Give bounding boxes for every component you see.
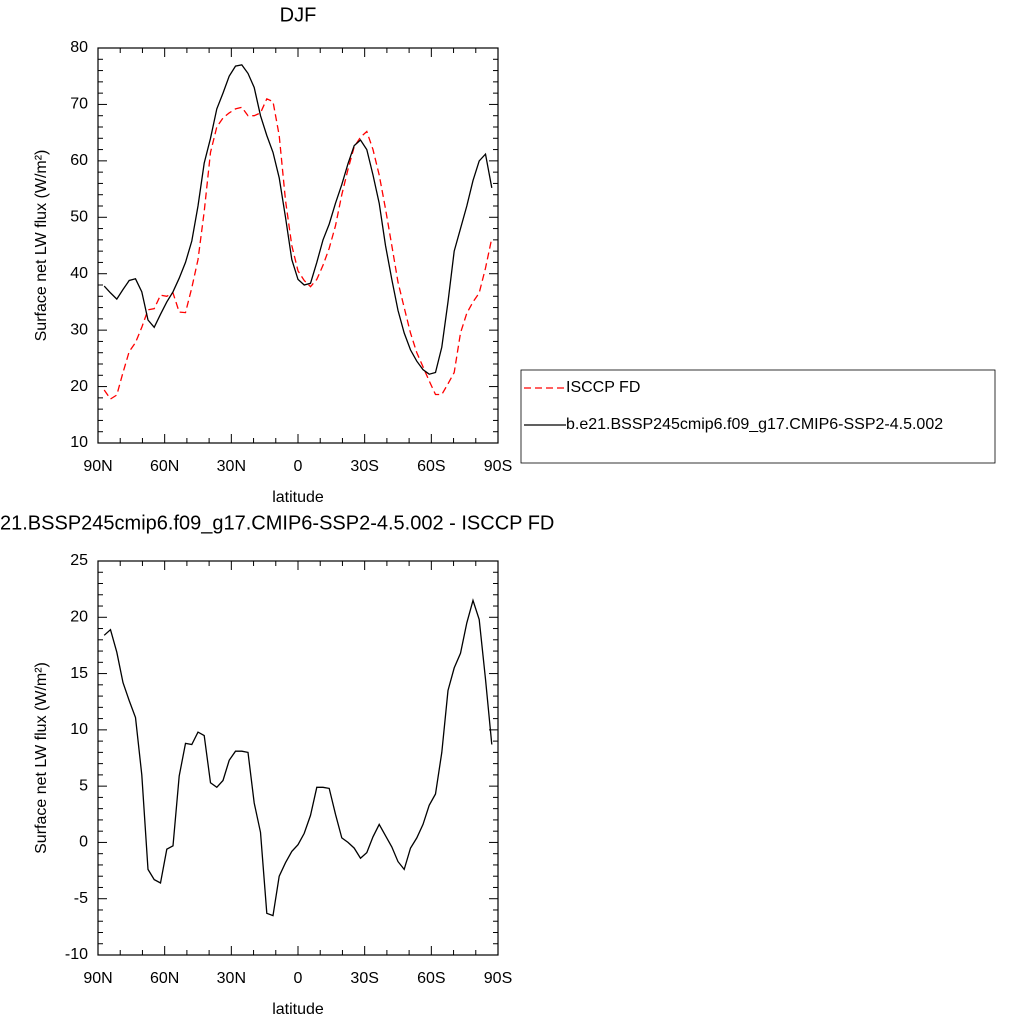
y-tick-label: -10 bbox=[65, 946, 88, 963]
data-line bbox=[103, 598, 493, 917]
x-tick-label: 60N bbox=[150, 970, 179, 987]
y-tick-label: 70 bbox=[70, 96, 88, 113]
x-tick-label: 90N bbox=[83, 458, 112, 475]
chart-title: DJF bbox=[280, 4, 317, 26]
x-axis-label: latitude bbox=[272, 1001, 324, 1018]
y-tick-label: 60 bbox=[70, 152, 88, 169]
plot-frame bbox=[97, 560, 499, 956]
x-tick-label: 90S bbox=[484, 970, 512, 987]
y-axis-label: Surface net LW flux (W/m²) bbox=[33, 150, 50, 342]
x-tick-label: 30N bbox=[217, 970, 246, 987]
y-axis-label: Surface net LW flux (W/m²) bbox=[33, 662, 50, 854]
y-tick-label: 5 bbox=[79, 777, 88, 794]
x-tick-label: 30S bbox=[350, 458, 378, 475]
x-tick-label: 90S bbox=[484, 458, 512, 475]
data-line bbox=[103, 97, 493, 400]
x-tick-label: 0 bbox=[294, 970, 303, 987]
y-tick-label: 25 bbox=[70, 552, 88, 569]
x-axis-label: latitude bbox=[272, 489, 324, 506]
chart-title: 21.BSSP245cmip6.f09_g17.CMIP6-SSP2-4.5.0… bbox=[0, 512, 554, 534]
y-tick-label: 80 bbox=[70, 39, 88, 56]
y-tick-label: 10 bbox=[70, 434, 88, 451]
legend-label: ISCCP FD bbox=[566, 379, 640, 396]
data-line bbox=[103, 64, 493, 375]
x-tick-label: 30S bbox=[350, 970, 378, 987]
y-tick-label: 50 bbox=[70, 209, 88, 226]
x-tick-label: 0 bbox=[294, 458, 303, 475]
x-tick-label: 30N bbox=[217, 458, 246, 475]
plot-frame bbox=[97, 47, 499, 444]
y-tick-label: 10 bbox=[70, 721, 88, 738]
y-tick-label: 30 bbox=[70, 321, 88, 338]
x-tick-label: 60S bbox=[417, 970, 445, 987]
y-tick-label: 20 bbox=[70, 609, 88, 626]
y-tick-label: 40 bbox=[70, 265, 88, 282]
legend-label: b.e21.BSSP245cmip6.f09_g17.CMIP6-SSP2-4.… bbox=[566, 416, 943, 433]
x-tick-label: 60N bbox=[150, 458, 179, 475]
y-tick-label: 15 bbox=[70, 665, 88, 682]
x-tick-label: 90N bbox=[83, 970, 112, 987]
y-tick-label: 0 bbox=[79, 834, 88, 851]
y-tick-label: -5 bbox=[74, 890, 88, 907]
y-tick-label: 20 bbox=[70, 378, 88, 395]
x-tick-label: 60S bbox=[417, 458, 445, 475]
legend-box bbox=[520, 369, 996, 464]
